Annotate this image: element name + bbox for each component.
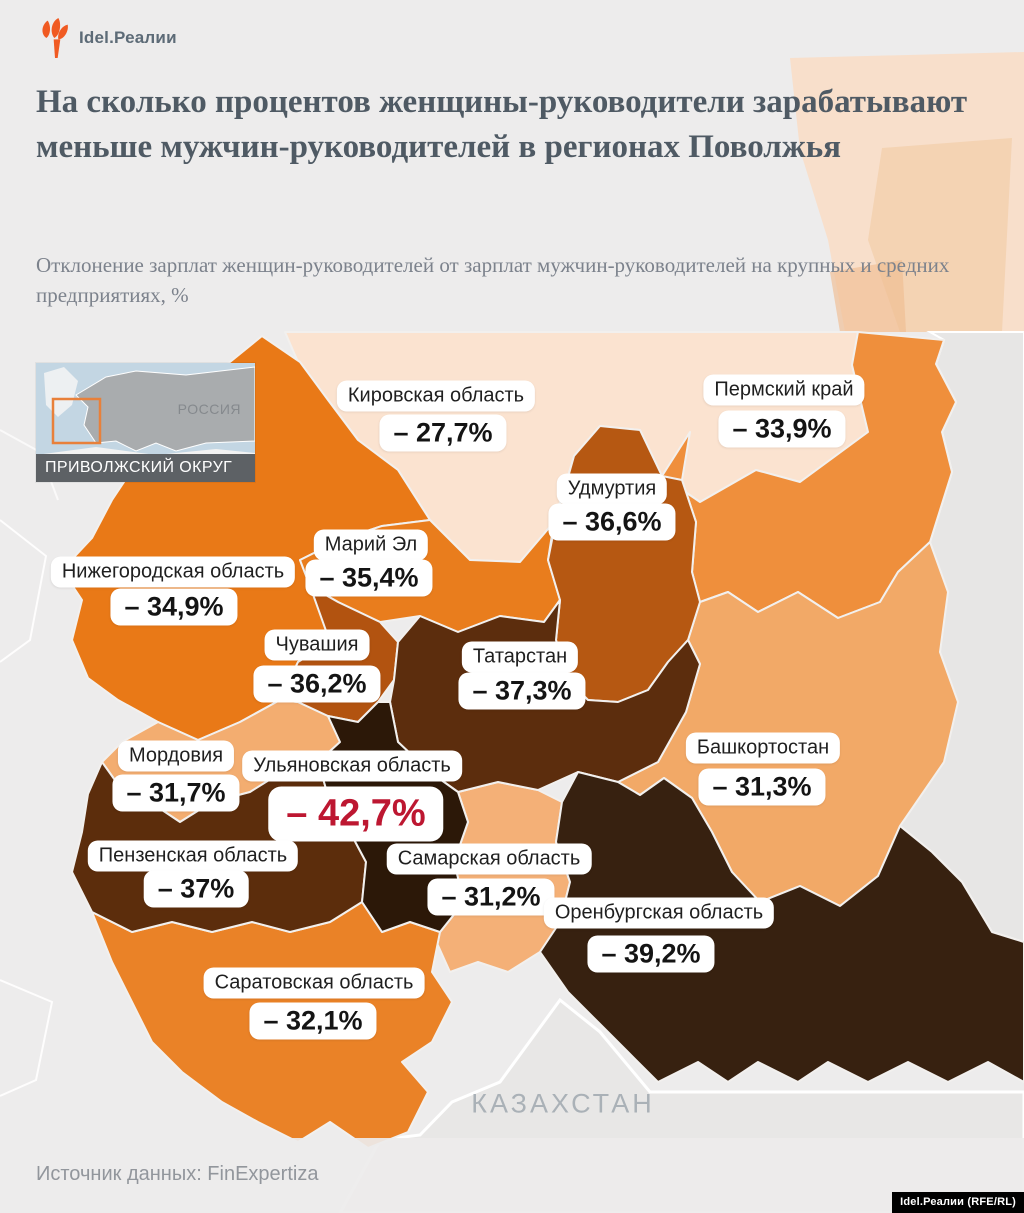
torch-icon (42, 18, 68, 58)
region-value: – 31,7% (112, 774, 240, 812)
region-label: Кировская область (336, 380, 536, 412)
page-title: На сколько процентов женщины-руководител… (36, 84, 968, 165)
region-value: – 42,7% (268, 786, 444, 842)
border-line (0, 979, 54, 1097)
region-value: – 36,2% (253, 665, 381, 703)
inset-highlight-box (51, 397, 102, 445)
faded-region-blob (868, 138, 1012, 332)
region-label: Оренбургская область (543, 897, 775, 929)
region-value: – 33,9% (718, 410, 846, 448)
region-value: – 31,2% (427, 878, 555, 916)
region-label: Пензенская область (87, 840, 299, 872)
region-label: Самарская область (386, 843, 592, 875)
inset-caption: ПРИВОЛЖСКИЙ ОКРУГ (36, 454, 255, 482)
region-value: – 37,3% (458, 672, 586, 710)
region-label: Ульяновская область (242, 750, 462, 782)
region-label: Мордовия (117, 740, 235, 772)
region-label: Саратовская область (203, 967, 425, 999)
page-subtitle: Отклонение зарплат женщин-руководителей … (36, 253, 950, 308)
region-label: Татарстан (461, 641, 579, 673)
inset-locator-map: РОССИЯ ПРИВОЛЖСКИЙ ОКРУГ (36, 363, 255, 482)
region-orenburg-shape (539, 771, 1024, 1083)
kazakhstan-label: КАЗАХСТАН (471, 1088, 655, 1119)
credit-badge: Idel.Реалии (RFE/RL) (892, 1192, 1024, 1213)
region-value: – 36,6% (548, 503, 676, 541)
region-label: Нижегородская область (50, 556, 296, 588)
region-label: Башкортостан (685, 732, 841, 764)
region-value: – 34,9% (110, 588, 238, 626)
region-value: – 35,4% (305, 559, 433, 597)
region-label: Чувашия (264, 629, 370, 661)
region-label: Пермский край (703, 374, 865, 406)
bottom-fade (0, 1138, 1024, 1213)
region-value: – 39,2% (587, 935, 715, 973)
border-line (0, 519, 48, 663)
region-label: Марий Эл (313, 529, 429, 561)
faded-region-blob (830, 260, 906, 332)
region-value: – 27,7% (379, 414, 507, 452)
brand-name: Idel.Реалии (79, 28, 177, 47)
inset-russia (75, 366, 255, 452)
data-source: Источник данных: FinExpertiza (36, 1163, 319, 1185)
region-label: Удмуртия (556, 473, 668, 505)
logo: Idel.Реалии (33, 14, 177, 62)
inset-country-label: РОССИЯ (177, 401, 241, 417)
region-value: – 32,1% (249, 1002, 377, 1040)
region-value: – 37% (143, 870, 249, 908)
region-value: – 31,3% (698, 768, 826, 806)
